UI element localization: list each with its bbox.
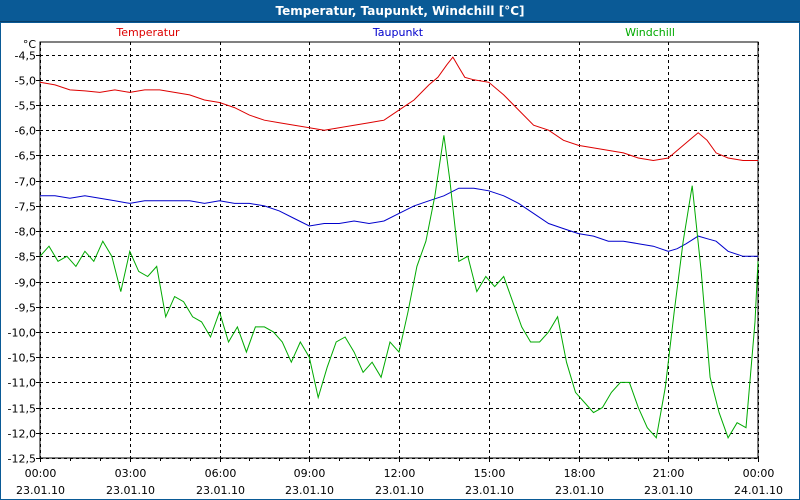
y-tick-label: -8,5 [15, 251, 36, 264]
y-tick-label: -6,0 [15, 125, 36, 138]
x-tick-date: 23.01.10 [106, 484, 155, 497]
y-tick-label: -9,5 [15, 302, 36, 315]
x-tick-time: 15:00 [474, 467, 506, 480]
y-tick-label: -12,0 [8, 428, 36, 441]
y-tick-label: -7,5 [15, 201, 36, 214]
title-bar: Temperatur, Taupunkt, Windchill [°C] [0, 0, 800, 22]
legend-temperatur: Temperatur [115, 26, 180, 39]
y-tick-label: -8,0 [15, 226, 36, 239]
x-tick-date: 23.01.10 [196, 484, 245, 497]
x-tick-date: 23.01.10 [555, 484, 604, 497]
chart-title: Temperatur, Taupunkt, Windchill [°C] [275, 4, 525, 18]
axes: -4,5 -5,0 -5,5 -6,0 -6,5 -7,0 -7,5 -8,0 -8,5 -9,0… [8, 38, 783, 497]
y-tick-label: -7,0 [15, 176, 36, 189]
legend-windchill: Windchill [625, 26, 675, 39]
plot-area [39, 41, 759, 459]
x-tick-date: 24.01.10 [734, 484, 783, 497]
grid [39, 41, 759, 459]
x-tick-time: 00:00 [743, 467, 775, 480]
legend-taupunkt: Taupunkt [372, 26, 424, 39]
series-line-windchill [39, 135, 759, 439]
x-tick-time: 03:00 [115, 467, 147, 480]
x-tick-time: 18:00 [564, 467, 596, 480]
y-tick-label: -11,0 [8, 377, 36, 390]
legend: Temperatur Taupunkt Windchill [115, 26, 675, 39]
series-line-temperatur [39, 56, 758, 162]
x-tick-date: 23.01.10 [644, 484, 693, 497]
y-tick-label: -5,5 [15, 100, 36, 113]
x-tick-date: 23.01.10 [375, 484, 424, 497]
x-tick-time: 06:00 [205, 467, 237, 480]
y-tick-label: -12,5 [8, 453, 36, 466]
y-tick-label: -10,5 [8, 352, 36, 365]
x-tick-date: 23.01.10 [285, 484, 334, 497]
x-tick-time: 09:00 [294, 467, 326, 480]
y-tick-label: -4,5 [15, 50, 36, 63]
y-tick-label: -5,0 [15, 75, 36, 88]
y-tick-label: -11,5 [8, 403, 36, 416]
x-tick-time: 21:00 [653, 467, 685, 480]
y-unit-label: °C [23, 38, 37, 51]
x-tick-date: 23.01.10 [16, 484, 65, 497]
x-tick-date: 23.01.10 [465, 484, 514, 497]
y-tick-label: -9,0 [15, 277, 36, 290]
x-tick-time: 12:00 [384, 467, 416, 480]
series-line-taupunkt [40, 187, 758, 257]
x-tick-time: 00:00 [25, 467, 57, 480]
y-tick-label: -10,0 [8, 327, 36, 340]
series-layer [39, 56, 759, 439]
y-tick-label: -6,5 [15, 150, 36, 163]
